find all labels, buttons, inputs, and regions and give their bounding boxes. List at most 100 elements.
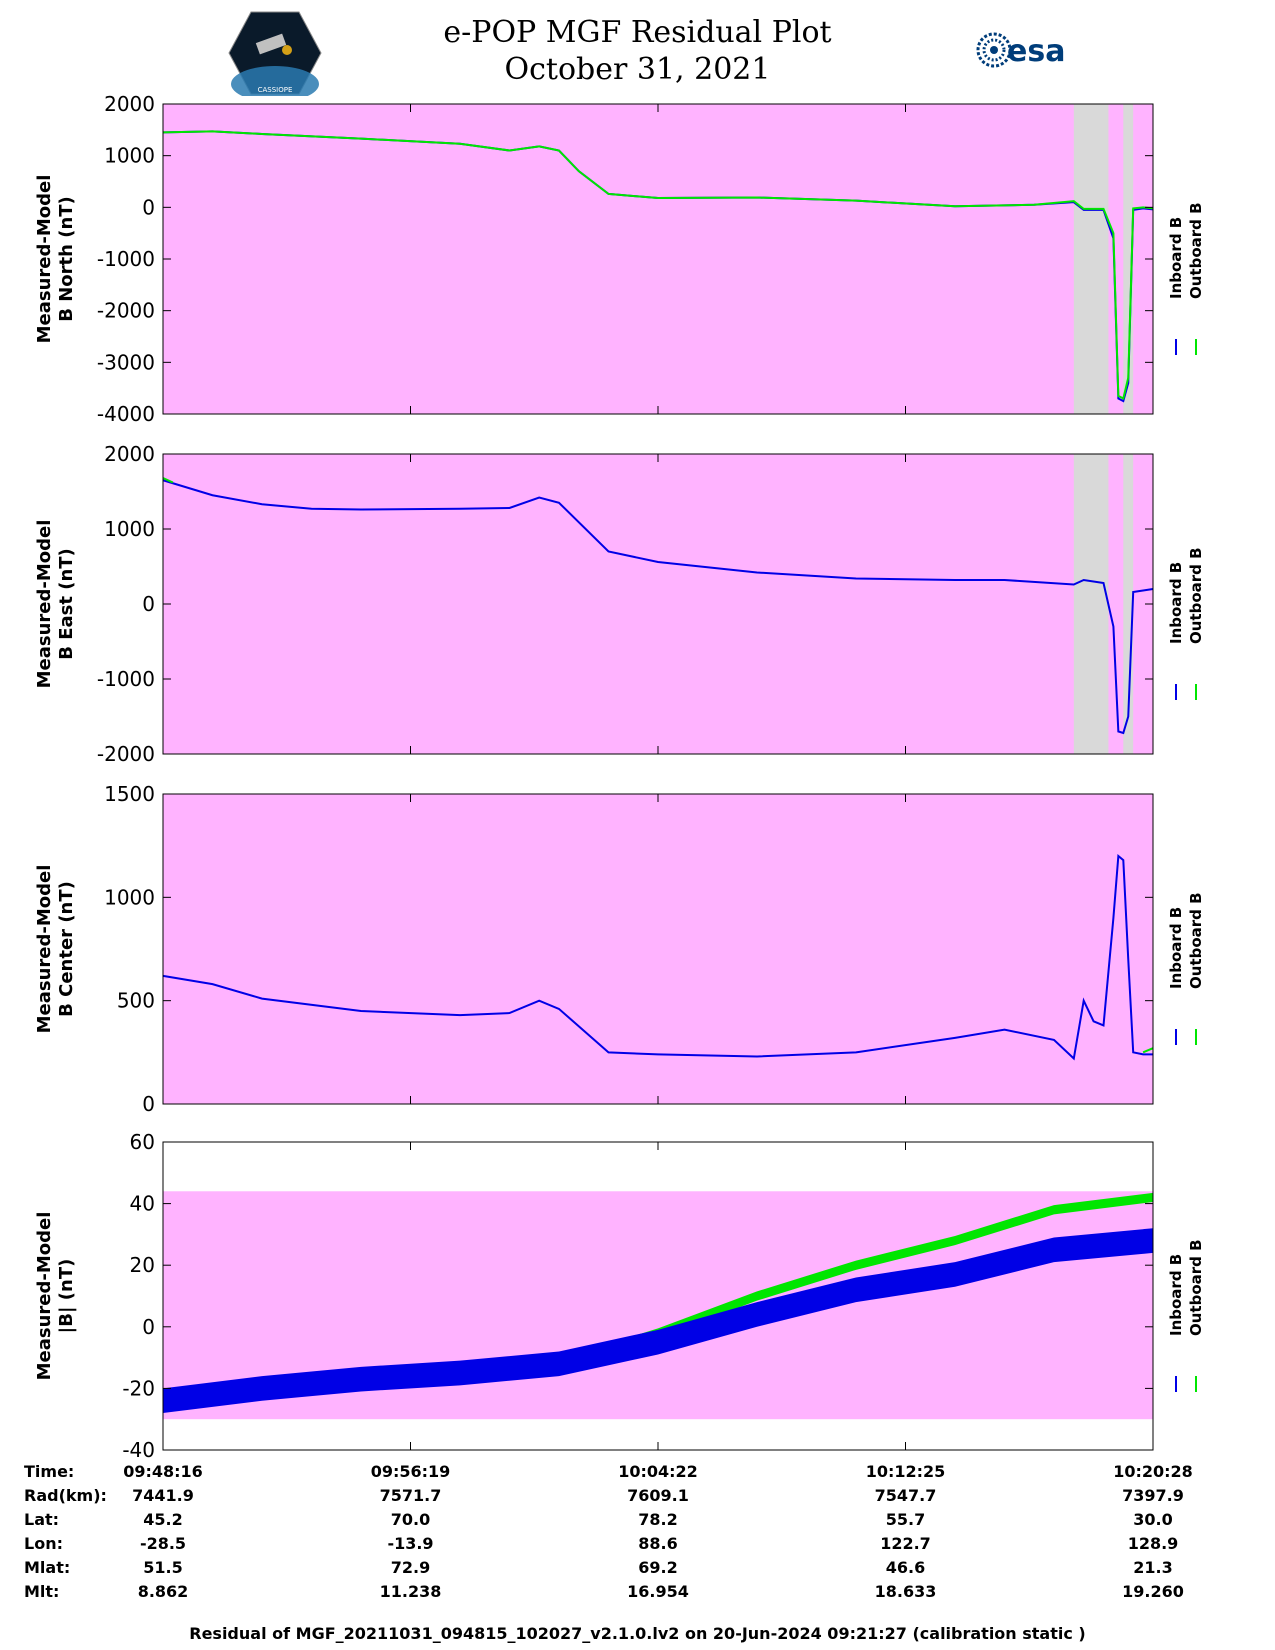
panel-north-data-gap-1	[1123, 104, 1134, 414]
info-cell: 7441.9	[132, 1486, 194, 1505]
info-cell: 21.3	[1133, 1558, 1173, 1577]
info-row-label: Lat:	[24, 1510, 60, 1529]
panel-center-ytick-label: 0	[142, 1092, 155, 1116]
info-row-label: Time:	[24, 1462, 75, 1481]
info-cell: 09:48:16	[123, 1462, 203, 1481]
panel-total-inboard-series	[163, 1228, 1153, 1414]
plot-title: e-POP MGF Residual Plot October 31, 2021	[0, 14, 1275, 88]
cassiope-logo-text: CASSIOPE	[258, 86, 293, 94]
panel-east-ytick-label: 1000	[104, 517, 155, 541]
info-cell: 55.7	[885, 1510, 926, 1529]
panel-total-ytick-label: 60	[130, 1130, 155, 1154]
panel-east-ytick-label: 0	[142, 592, 155, 616]
panel-east-legend-outboard-label: Outboard B	[1187, 547, 1205, 644]
info-cell: 10:12:25	[865, 1462, 946, 1481]
panel-east-ytick-label: -1000	[97, 667, 155, 691]
info-cell: 78.2	[638, 1510, 678, 1529]
info-cell: 11.238	[379, 1582, 442, 1601]
info-cell: 7397.9	[1122, 1486, 1184, 1505]
info-cell: 8.862	[137, 1582, 189, 1601]
panel-total-ylabel: Measured-Model|B| (nT)	[34, 1212, 77, 1381]
panel-total-ytick-label: 40	[130, 1192, 155, 1216]
panel-center-inboard-series	[162, 853, 1153, 1061]
residual-chart: 200010000-1000-2000-3000-4000Measured-Mo…	[34, 92, 1205, 1460]
info-cell: 46.6	[885, 1558, 926, 1577]
panel-east-data-gap-1	[1123, 454, 1134, 754]
info-cell: 70.0	[390, 1510, 431, 1529]
panel-center-ytick-label: 1000	[104, 885, 155, 909]
panel-east-ytick-label: 2000	[104, 442, 155, 466]
info-cell: 09:56:19	[370, 1462, 451, 1481]
panel-center-outboard-series	[1142, 1047, 1154, 1054]
ylabel-line-2: B Center (nT)	[56, 881, 77, 1017]
panel-center-ytick-label: 1500	[104, 782, 155, 806]
info-cell: 45.2	[143, 1510, 183, 1529]
panel-center-ylabel: Measured-ModelB Center (nT)	[34, 865, 77, 1034]
esa-logo: esa	[976, 32, 1065, 69]
info-cell: 128.9	[1127, 1534, 1179, 1553]
ylabel-line-1: Measured-Model	[34, 175, 55, 344]
ylabel-line-1: Measured-Model	[34, 1212, 55, 1381]
panel-north-background-band	[163, 104, 1153, 414]
info-cell: 7547.7	[874, 1486, 937, 1505]
panel-east-legend-inboard-label: Inboard B	[1167, 562, 1185, 644]
panel-north-ytick-label: -1000	[97, 247, 155, 271]
panel-east-ylabel: Measured-ModelB East (nT)	[34, 520, 77, 689]
panel-east-outboard-series	[162, 477, 174, 484]
ylabel-line-2: B North (nT)	[56, 196, 77, 322]
info-cell: 122.7	[880, 1534, 931, 1553]
info-cell: 72.9	[390, 1558, 431, 1577]
panel-total-ytick-label: -40	[122, 1438, 155, 1460]
panel-north-ytick-label: -4000	[97, 402, 155, 426]
info-cell: 7571.7	[379, 1486, 442, 1505]
info-cell: 18.633	[874, 1582, 937, 1601]
panel-center-ytick-label: 500	[117, 989, 155, 1013]
panel-north-ytick-label: -3000	[97, 350, 155, 374]
panel-east-background-band	[163, 454, 1153, 754]
info-cell: 7609.1	[627, 1486, 689, 1505]
panel-north-ytick-label: 1000	[104, 144, 155, 168]
info-cell: -28.5	[139, 1534, 187, 1553]
cassiope-mission-logo: CASSIOPE	[228, 11, 322, 96]
info-cell: -13.9	[387, 1534, 434, 1553]
info-cell: 10:20:28	[1113, 1462, 1193, 1481]
panel-north-ytick-label: 0	[142, 195, 155, 219]
info-cell: 88.6	[638, 1534, 678, 1553]
panel-north-data-gap-0	[1073, 104, 1109, 414]
panel-east-data-gap-0	[1073, 454, 1109, 754]
ylabel-line-1: Measured-Model	[34, 865, 55, 1034]
title-line-2: October 31, 2021	[504, 52, 771, 87]
info-cell: 16.954	[627, 1582, 689, 1601]
info-cell: 19.260	[1122, 1582, 1184, 1601]
panel-north-ytick-label: -2000	[97, 299, 155, 323]
info-cell: 51.5	[143, 1558, 183, 1577]
ylabel-line-2: |B| (nT)	[56, 1259, 77, 1334]
info-cell: 69.2	[638, 1558, 678, 1577]
panel-east-inboard-series	[162, 479, 1154, 735]
info-row-label: Mlat:	[24, 1558, 71, 1577]
panel-center-legend-inboard-label: Inboard B	[1167, 907, 1185, 989]
info-cell: 30.0	[1133, 1510, 1173, 1529]
ylabel-line-2: B East (nT)	[56, 548, 77, 660]
panel-north-ytick-label: 2000	[104, 92, 155, 116]
panel-total-ytick-label: -20	[122, 1376, 155, 1400]
footer-caption: Residual of MGF_20211031_094815_102027_v…	[189, 1624, 1086, 1643]
orbit-info-table: Time: 09:48:16 09:56:19 10:04:22 10:12:25 10:…	[0, 1462, 1275, 1602]
panel-north-legend-inboard-label: Inboard B	[1167, 217, 1185, 299]
esa-logo-text: esa	[1007, 34, 1065, 69]
panel-north-legend-outboard-label: Outboard B	[1187, 202, 1205, 299]
panel-center-legend-outboard-label: Outboard B	[1187, 892, 1205, 989]
ylabel-line-1: Measured-Model	[34, 520, 55, 689]
panel-east-ytick-label: -2000	[97, 742, 155, 766]
panel-center-background-band	[163, 794, 1153, 1104]
panel-total-ytick-label: 20	[130, 1253, 155, 1277]
info-row-label: Rad(km):	[24, 1486, 107, 1505]
panel-total-ytick-label: 0	[142, 1315, 155, 1339]
info-row-label: Mlt:	[24, 1582, 60, 1601]
panel-total-legend-outboard-label: Outboard B	[1187, 1239, 1205, 1336]
panel-north-ylabel: Measured-ModelB North (nT)	[34, 175, 77, 344]
panel-total-legend-inboard-label: Inboard B	[1167, 1254, 1185, 1336]
panel-north-outboard-series	[162, 130, 1154, 400]
info-row-label: Lon:	[24, 1534, 63, 1553]
info-cell: 10:04:22	[618, 1462, 698, 1481]
